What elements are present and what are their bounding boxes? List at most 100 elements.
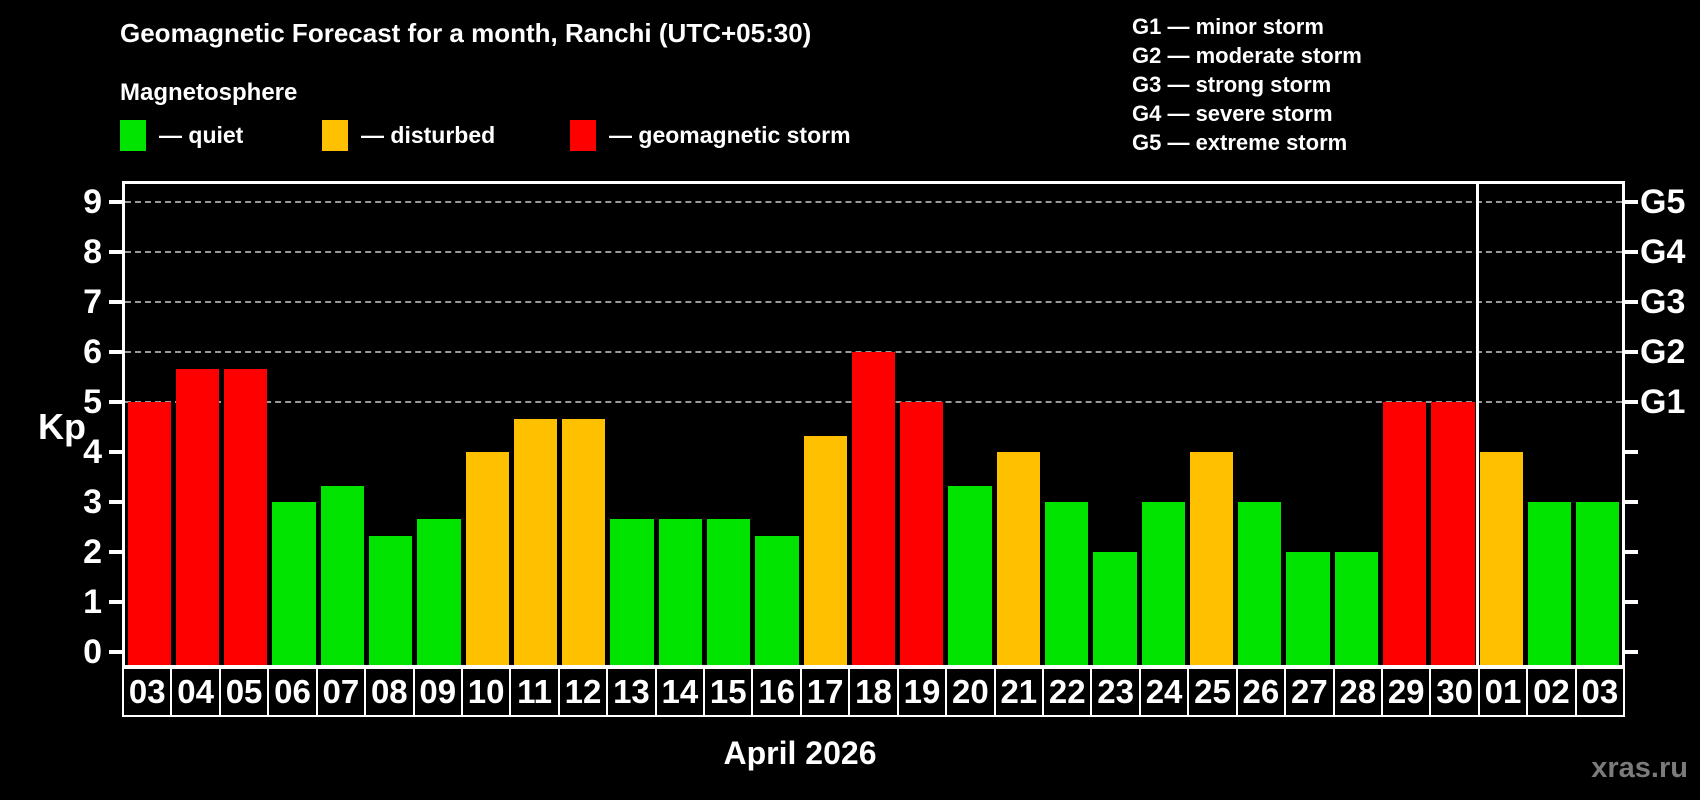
kp-bar xyxy=(513,418,558,665)
x-axis-title: April 2026 xyxy=(723,735,877,771)
kp-bar xyxy=(175,368,220,665)
kp-bar xyxy=(368,535,413,665)
x-axis-day-label: 13 xyxy=(606,667,657,717)
x-axis-day-label: 19 xyxy=(896,667,948,717)
x-axis-day-row: 03 04 05 06 07 08 09 10 11 12 13 14 15 16 17 18 19 20 21 22… xyxy=(122,667,1626,717)
legend-item-disturbed: — disturbed xyxy=(322,120,495,151)
legend-label-quiet: — quiet xyxy=(159,122,244,148)
x-axis-day-label: 28 xyxy=(1332,667,1383,717)
kp-bar xyxy=(320,485,364,665)
gridline-kp8 xyxy=(125,251,1622,253)
x-axis-day-label: 07 xyxy=(315,667,367,717)
right-axis-tick xyxy=(1625,650,1638,654)
disturbed-color-swatch xyxy=(322,120,348,151)
x-axis-day-label: 27 xyxy=(1284,667,1335,717)
left-axis-tick xyxy=(109,300,122,304)
right-axis-g-label: G2 xyxy=(1640,333,1686,371)
quiet-color-swatch xyxy=(120,120,146,151)
x-axis-day-label: 22 xyxy=(1042,667,1093,717)
gridline-kp9 xyxy=(125,201,1622,203)
x-axis-day-label: 02 xyxy=(1526,667,1577,717)
gridline-kp7 xyxy=(125,301,1622,303)
right-axis-tick xyxy=(1625,200,1638,204)
kp-bar xyxy=(127,402,171,665)
right-axis-tick xyxy=(1625,400,1638,404)
chart-subtitle: Magnetosphere xyxy=(120,79,298,106)
x-axis-day-label: 09 xyxy=(412,667,463,717)
g-legend-line-g2: G2 — moderate storm xyxy=(1132,43,1362,68)
left-axis-tick xyxy=(109,200,122,204)
x-axis-day-label: 14 xyxy=(654,667,706,717)
left-axis-tick xyxy=(109,400,122,404)
kp-bar xyxy=(1383,402,1427,665)
x-axis-day-label: 18 xyxy=(848,667,899,717)
right-axis-tick xyxy=(1625,300,1638,304)
x-axis-day-label: 29 xyxy=(1380,667,1432,717)
left-axis-tick xyxy=(109,450,122,454)
x-axis-day-label: 08 xyxy=(364,667,415,717)
y-axis-tick-label: 1 xyxy=(83,583,102,621)
kp-bar xyxy=(1576,502,1620,665)
kp-bar xyxy=(224,368,268,665)
kp-bar xyxy=(948,485,992,665)
kp-bar xyxy=(996,452,1040,665)
x-axis-day-label: 04 xyxy=(170,667,221,717)
x-axis-day-label: 21 xyxy=(993,667,1045,717)
kp-bar xyxy=(706,518,751,665)
kp-bar xyxy=(1045,502,1089,665)
y-axis-tick-label: 9 xyxy=(83,183,102,221)
left-axis-tick xyxy=(109,650,122,654)
kp-bar xyxy=(755,535,799,665)
x-axis-day-label: 11 xyxy=(509,667,560,717)
kp-bar xyxy=(1141,502,1185,665)
y-axis-tick-label: 4 xyxy=(83,433,102,471)
right-axis-g-label: G1 xyxy=(1640,383,1686,421)
legend-label-disturbed: — disturbed xyxy=(361,122,496,148)
right-axis-tick xyxy=(1625,350,1638,354)
g-legend-line-g3: G3 — strong storm xyxy=(1132,72,1332,97)
left-axis-tick xyxy=(109,550,122,554)
storm-color-swatch xyxy=(570,120,596,151)
x-axis-day-label: 01 xyxy=(1477,667,1529,717)
x-axis-day-label: 25 xyxy=(1187,667,1238,717)
left-axis-tick xyxy=(109,350,122,354)
right-axis-g-label: G5 xyxy=(1640,183,1686,221)
x-axis-day-label: 30 xyxy=(1429,667,1480,717)
legend-label-storm: — geomagnetic storm xyxy=(609,122,851,148)
kp-bar xyxy=(1527,502,1572,665)
x-axis-day-label: 24 xyxy=(1138,667,1190,717)
right-axis-tick xyxy=(1625,550,1638,554)
g-legend-line-g5: G5 — extreme storm xyxy=(1132,130,1348,155)
kp-bar xyxy=(1189,452,1234,665)
month-separator-line xyxy=(1475,184,1479,665)
x-axis-day-label: 16 xyxy=(751,667,802,717)
watermark: xras.ru xyxy=(1591,752,1688,784)
x-axis-day-label: 06 xyxy=(267,667,318,717)
kp-bar xyxy=(272,502,316,665)
x-axis-day-label: 17 xyxy=(799,667,851,717)
kp-bar xyxy=(1093,552,1137,665)
x-axis-day-label: 03 xyxy=(122,667,173,717)
x-axis-day-label: 10 xyxy=(460,667,512,717)
kp-bar xyxy=(803,435,847,665)
chart-title: Geomagnetic Forecast for a month, Ranchi… xyxy=(120,18,812,48)
kp-bar xyxy=(900,402,944,665)
x-axis-day-label: 05 xyxy=(218,667,270,717)
y-axis-title: Kp xyxy=(38,406,86,447)
y-axis-tick-label: 7 xyxy=(83,283,102,321)
x-axis-day-label: 15 xyxy=(703,667,754,717)
right-axis-tick xyxy=(1625,500,1638,504)
left-axis-tick xyxy=(109,250,122,254)
y-axis-tick-label: 8 xyxy=(83,233,102,271)
right-axis-g-label: G3 xyxy=(1640,283,1686,321)
left-axis-tick xyxy=(109,600,122,604)
plot-area: 0 1 2 3 4 5 6 7 8 9 G1 G2 G3 G4 G5 xyxy=(83,181,1685,669)
g-legend-line-g1: G1 — minor storm xyxy=(1132,14,1324,39)
x-axis-day-label: 03 xyxy=(1574,667,1626,717)
x-axis-day-label: 12 xyxy=(557,667,609,717)
right-axis-tick xyxy=(1625,450,1638,454)
kp-bar xyxy=(1334,552,1379,665)
y-axis-tick-label: 6 xyxy=(83,333,102,371)
kp-bar xyxy=(1431,402,1475,665)
